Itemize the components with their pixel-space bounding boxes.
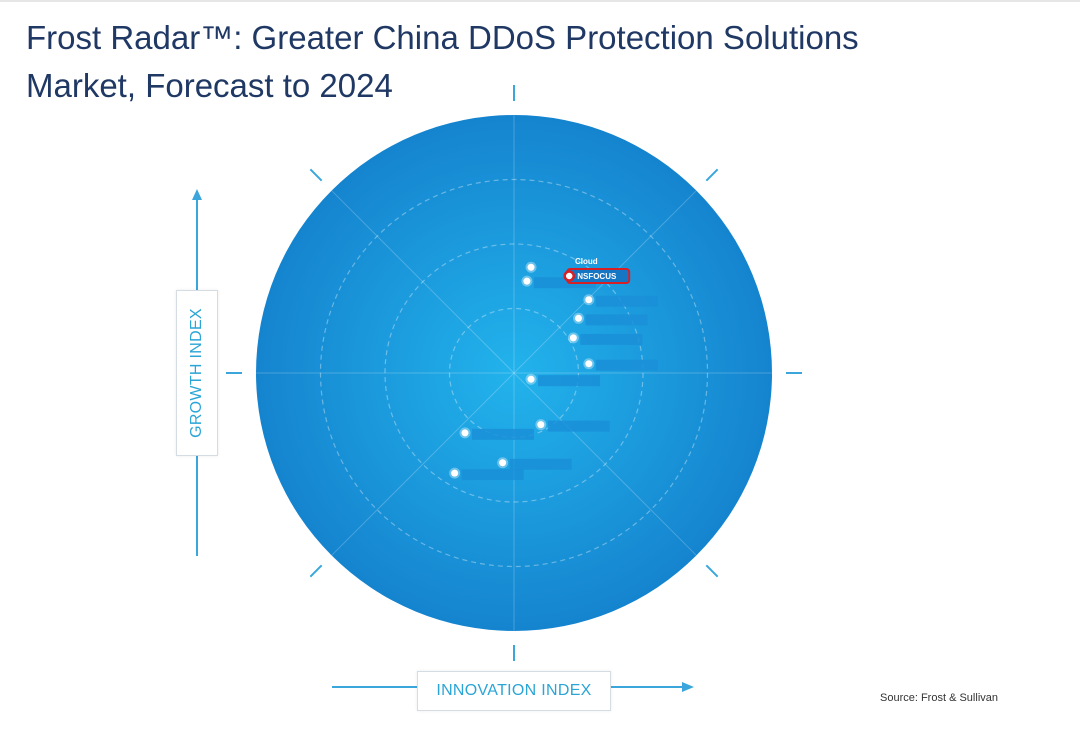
y-axis-label: GROWTH INDEX: [188, 308, 206, 438]
data-point: [585, 296, 593, 304]
data-point: [527, 263, 535, 271]
redacted-label: [547, 420, 610, 432]
data-point: [575, 314, 582, 322]
radar-spoke: [331, 190, 515, 374]
data-point: [569, 334, 577, 342]
data-point: [461, 429, 469, 437]
redacted-label: [580, 333, 643, 345]
radar-outer-tick: [309, 168, 323, 182]
radar-spoke: [513, 372, 697, 556]
page-title: Frost Radar™: Greater China DDoS Protect…: [26, 14, 1026, 110]
data-point: [585, 360, 593, 368]
redacted-label: [461, 469, 524, 481]
data-point: [523, 277, 531, 285]
radar-outer-tick: [309, 564, 323, 578]
redacted-label: [595, 359, 658, 371]
radar-ring: [319, 178, 709, 568]
source-note: Source: Frost & Sullivan: [880, 692, 998, 704]
title-line-1: Frost Radar™: Greater China DDoS Protect…: [26, 19, 859, 56]
data-label-cloud: Cloud: [575, 257, 598, 266]
data-point-highlight: [563, 270, 575, 282]
radar-outer-tick: [705, 168, 719, 182]
radar-circle: [256, 115, 772, 631]
radar-outer-tick: [705, 564, 719, 578]
radar-spoke: [331, 372, 515, 556]
x-axis-label: INNOVATION INDEX: [436, 682, 592, 699]
redacted-label: [533, 277, 596, 289]
y-axis-arrowhead: [192, 189, 202, 200]
y-axis-label-box: GROWTH INDEX: [176, 290, 218, 456]
redacted-label: [585, 314, 648, 326]
data-label-nsfocus: NSFOCUS: [577, 272, 617, 281]
redacted-label: [595, 295, 658, 307]
data-point: [499, 459, 507, 467]
radar-ring: [384, 243, 644, 503]
redacted-label: [538, 375, 601, 387]
data-point: [527, 375, 535, 383]
redacted-label: [509, 458, 572, 470]
x-axis-label-box: INNOVATION INDEX: [417, 671, 611, 711]
top-rule: [0, 0, 1080, 2]
data-point: [537, 421, 545, 429]
data-point: [451, 469, 459, 477]
redacted-label: [471, 428, 534, 440]
title-line-2: Market, Forecast to 2024: [26, 67, 393, 104]
x-axis-arrowhead: [682, 682, 694, 692]
